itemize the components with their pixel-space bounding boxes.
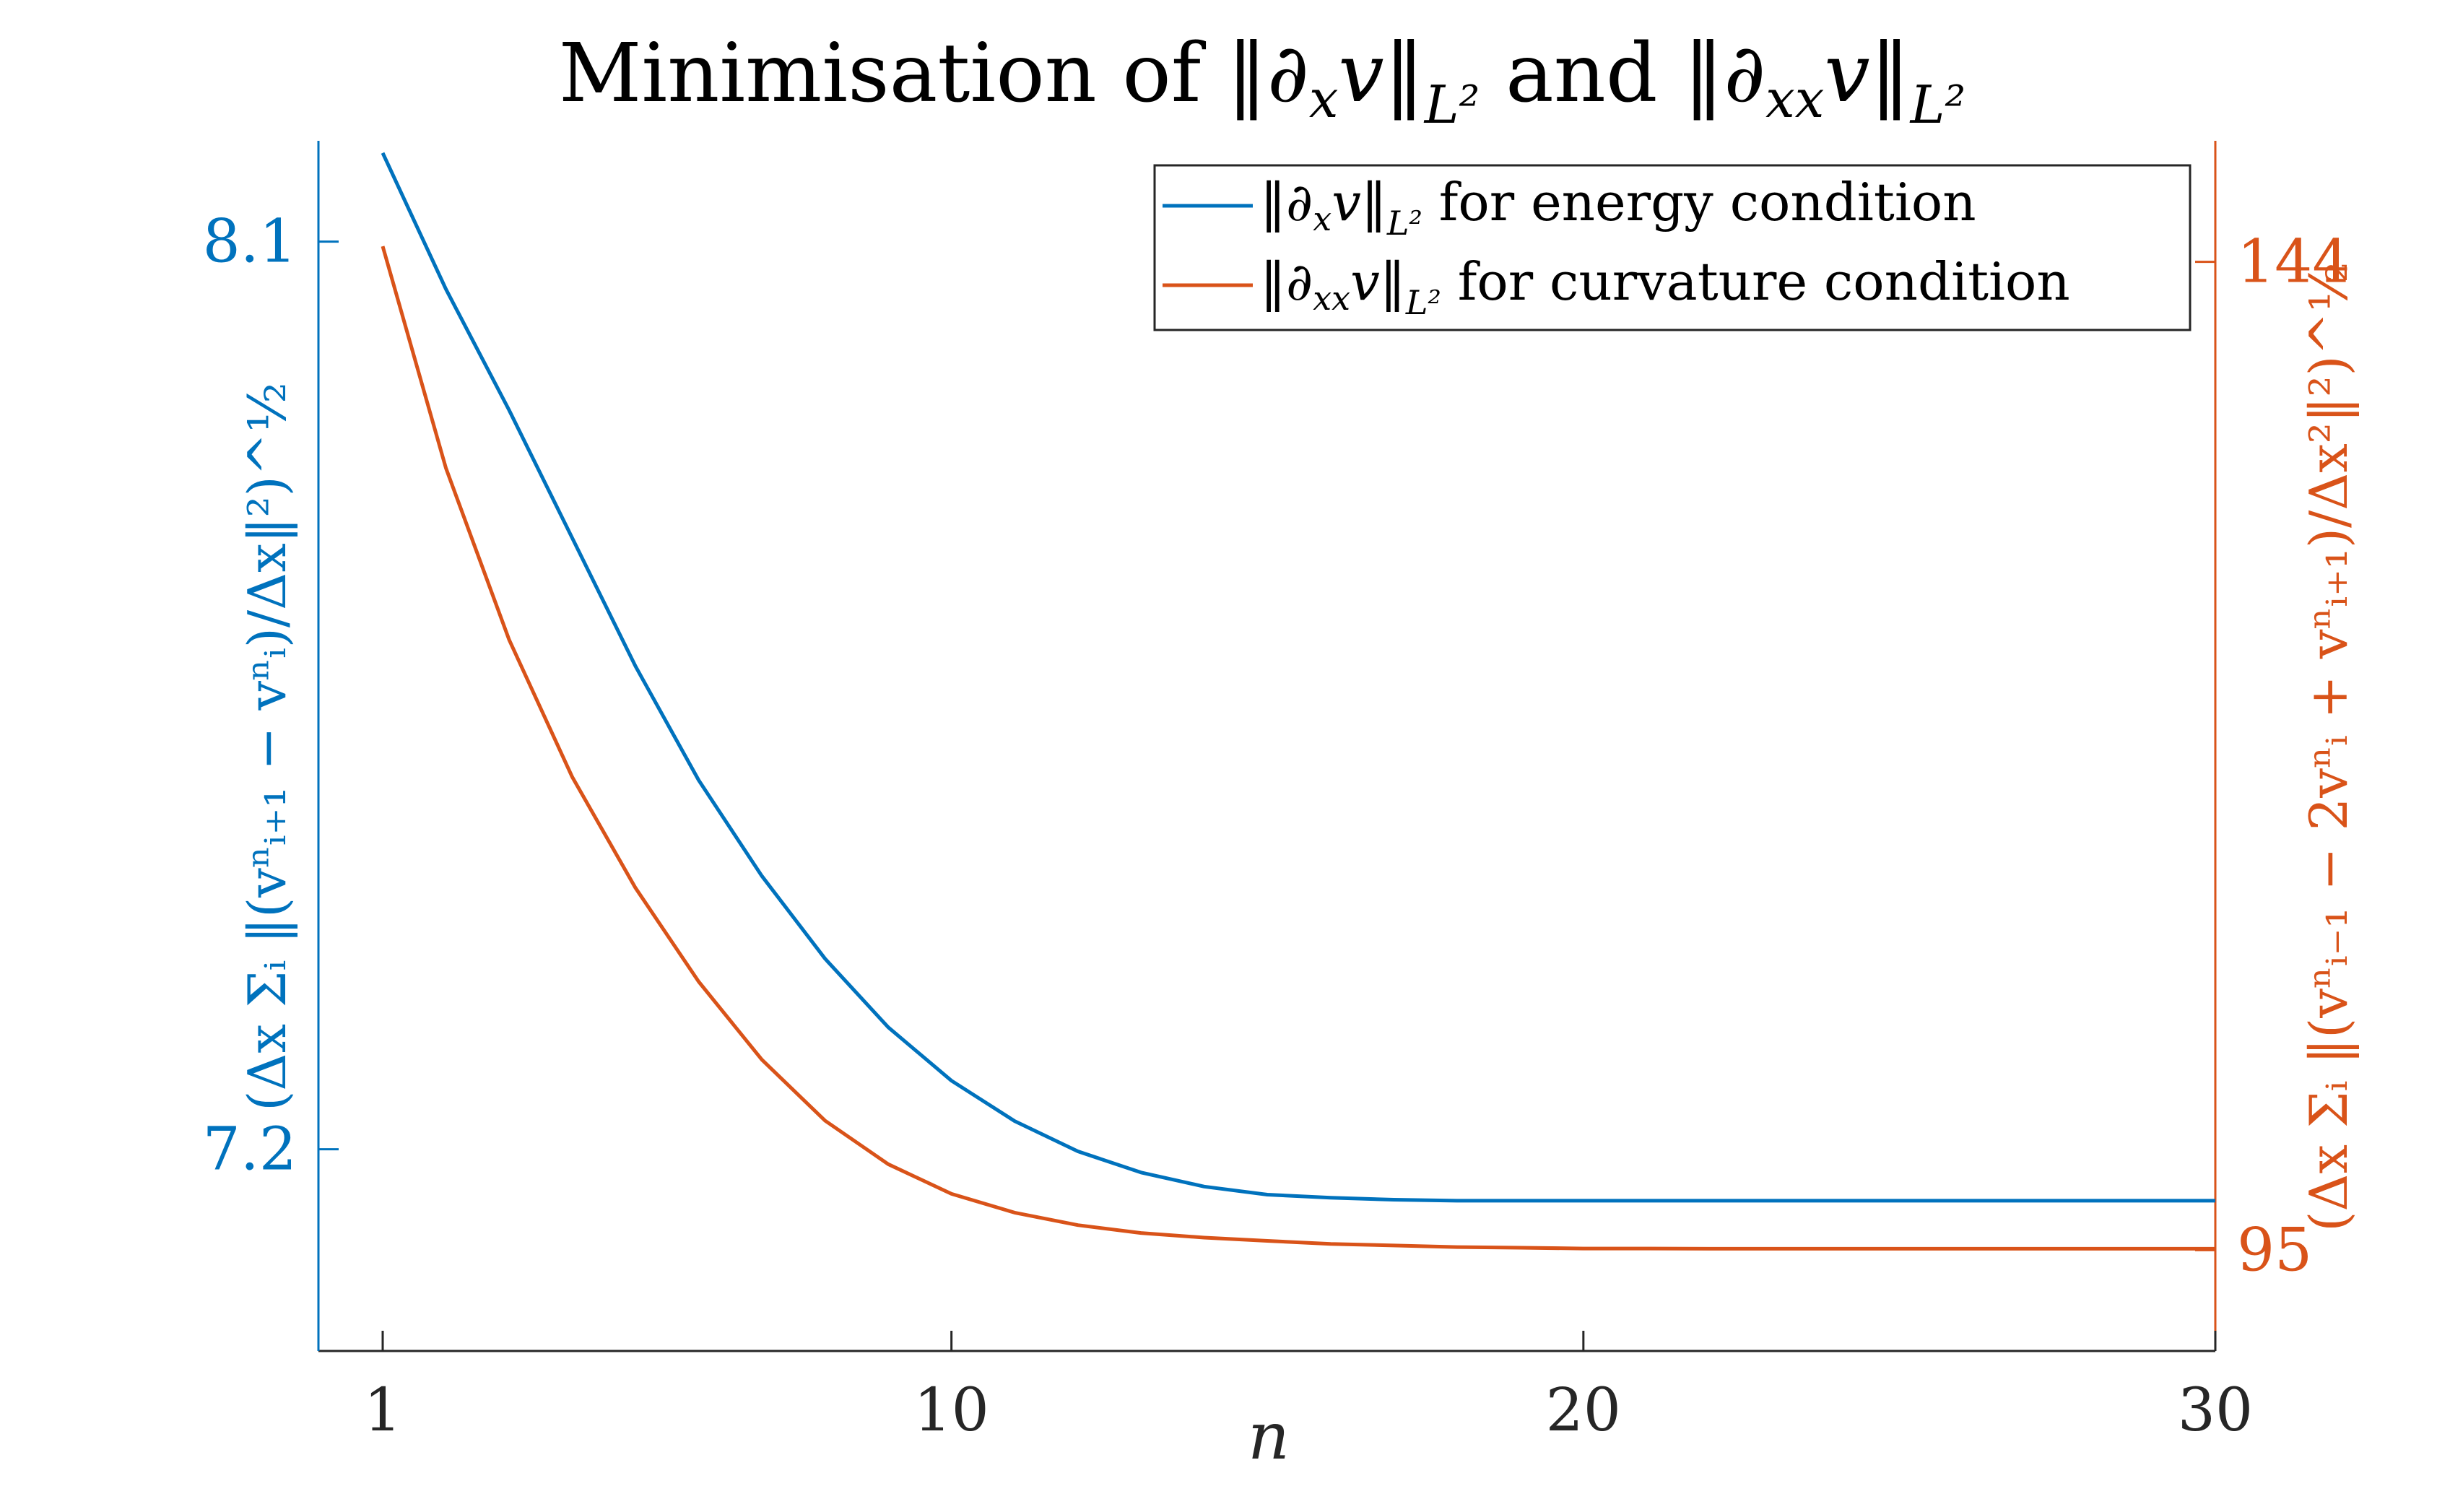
plot-lines — [381, 152, 2215, 1251]
x-axis-label: n — [1248, 1399, 1290, 1474]
legend-label-energy: ‖∂xv‖L² for energy condition — [1260, 172, 1976, 243]
legend-label-curvature: ‖∂xxv‖L² for curvature condition — [1260, 251, 2070, 322]
y-axis-label-left: (Δx Σᵢ ‖(vⁿᵢ₊₁ − vⁿᵢ)/Δx‖²)^½ — [237, 382, 297, 1111]
y-tick-label-left: 7.2 — [203, 1116, 297, 1184]
x-tick-label: 1 — [364, 1376, 401, 1445]
legend: ‖∂xv‖L² for energy condition ‖∂xxv‖L² fo… — [1153, 164, 2191, 331]
axes: 1 10 20 30 7.2 8.1 95 144 — [203, 141, 2350, 1445]
y-tick-label-left: 8.1 — [203, 208, 297, 277]
legend-box — [1153, 164, 2191, 331]
y-tick-label-right: 95 — [2237, 1216, 2312, 1285]
x-tick-label: 10 — [913, 1376, 989, 1445]
x-tick-label: 20 — [1546, 1376, 1621, 1445]
chart-title: Minimisation of ‖∂xv‖L² and ‖∂xxv‖L² — [559, 27, 1966, 135]
series-line-curvature — [381, 246, 2215, 1251]
x-tick-label: 30 — [2178, 1376, 2253, 1445]
y-tick-label-right: 144 — [2237, 228, 2350, 297]
series-line-energy — [381, 152, 2215, 1203]
y-axis-label-right: (Δx Σᵢ ‖(vⁿᵢ₋₁ − 2vⁿᵢ + vⁿᵢ₊₁)/Δx²‖²)^½ — [2298, 261, 2359, 1232]
